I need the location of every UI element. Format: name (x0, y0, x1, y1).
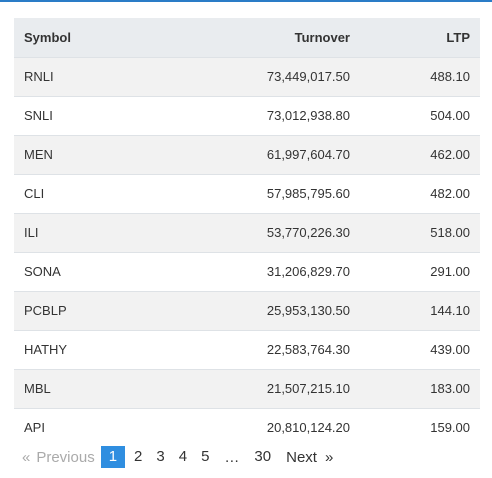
cell-ltp: 504.00 (360, 95, 480, 135)
pagination-page-2[interactable]: 2 (134, 448, 143, 465)
cell-symbol: SNLI (14, 95, 184, 135)
table-row: SONA 31,206,829.70 291.00 (14, 251, 480, 291)
table-header-row: Symbol Turnover LTP (14, 18, 480, 58)
table-row: RNLI 73,449,017.50 488.10 (14, 56, 480, 96)
cell-ltp: 482.00 (360, 173, 480, 213)
cell-symbol: HATHY (14, 329, 184, 369)
cell-ltp: 518.00 (360, 212, 480, 252)
pagination-page-5[interactable]: 5 (201, 448, 210, 465)
cell-turnover: 57,985,795.60 (184, 173, 360, 213)
column-header-turnover[interactable]: Turnover (184, 18, 360, 58)
pagination-page-1[interactable]: 1 (100, 446, 126, 468)
table-row: MEN 61,997,604.70 462.00 (14, 134, 480, 174)
cell-ltp: 183.00 (360, 368, 480, 408)
pagination-page-last[interactable]: 30 (254, 448, 272, 465)
top-accent-line (0, 0, 492, 2)
cell-ltp: 159.00 (360, 407, 480, 447)
cell-ltp: 144.10 (360, 290, 480, 330)
cell-symbol: SONA (14, 251, 184, 291)
cell-turnover: 73,012,938.80 (184, 95, 360, 135)
pagination-previous-button: Previous (36, 448, 95, 466)
cell-turnover: 21,507,215.10 (184, 368, 360, 408)
table-row: MBL 21,507,215.10 183.00 (14, 368, 480, 408)
table-row: API 20,810,124.20 159.00 (14, 407, 480, 447)
turnover-table: Symbol Turnover LTP RNLI 73,449,017.50 4… (14, 18, 480, 447)
pagination-prev-arrow: « (22, 448, 31, 466)
table-row: CLI 57,985,795.60 482.00 (14, 173, 480, 213)
cell-ltp: 439.00 (360, 329, 480, 369)
table-row: HATHY 22,583,764.30 439.00 (14, 329, 480, 369)
cell-turnover: 73,449,017.50 (184, 56, 360, 96)
cell-symbol: MEN (14, 134, 184, 174)
cell-symbol: MBL (14, 368, 184, 408)
table-row: PCBLP 25,953,130.50 144.10 (14, 290, 480, 330)
cell-turnover: 53,770,226.30 (184, 212, 360, 252)
cell-symbol: PCBLP (14, 290, 184, 330)
pagination-next-arrow[interactable]: » (324, 448, 334, 466)
cell-turnover: 20,810,124.20 (184, 407, 360, 447)
pagination-page-3[interactable]: 3 (156, 448, 165, 465)
turnover-table-container: Symbol Turnover LTP RNLI 73,449,017.50 4… (14, 18, 480, 447)
table-row: ILI 53,770,226.30 518.00 (14, 212, 480, 252)
cell-turnover: 25,953,130.50 (184, 290, 360, 330)
table-row: SNLI 73,012,938.80 504.00 (14, 95, 480, 135)
cell-turnover: 22,583,764.30 (184, 329, 360, 369)
cell-turnover: 31,206,829.70 (184, 251, 360, 291)
pagination-page-4[interactable]: 4 (178, 448, 188, 465)
column-header-symbol[interactable]: Symbol (14, 18, 184, 58)
cell-ltp: 488.10 (360, 56, 480, 96)
cell-symbol: ILI (14, 212, 184, 252)
cell-ltp: 462.00 (360, 134, 480, 174)
cell-symbol: RNLI (14, 56, 184, 96)
cell-symbol: API (14, 407, 184, 447)
pagination-next-button[interactable]: Next (286, 448, 317, 466)
pagination: « Previous 1 2 3 4 5 … 30 Next » (14, 446, 337, 468)
pagination-ellipsis: … (224, 448, 240, 466)
cell-turnover: 61,997,604.70 (184, 134, 360, 174)
cell-symbol: CLI (14, 173, 184, 213)
column-header-ltp[interactable]: LTP (360, 18, 480, 58)
cell-ltp: 291.00 (360, 251, 480, 291)
